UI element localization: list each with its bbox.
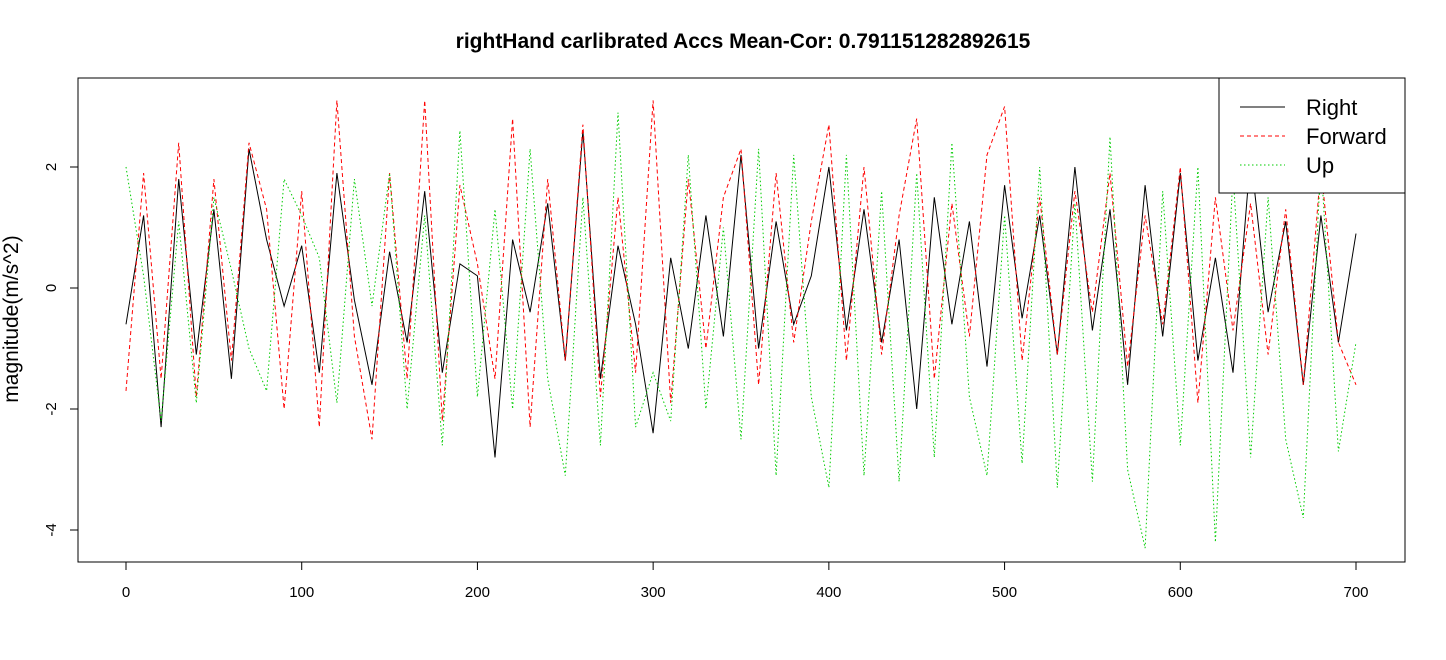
- x-tick-label: 100: [289, 584, 314, 601]
- x-tick-label: 700: [1343, 584, 1368, 601]
- y-tick-label: -4: [43, 523, 60, 536]
- legend-label-forward: Forward: [1306, 124, 1387, 149]
- series-line-forward: [125, 100, 1357, 440]
- y-axis: -4 -2 0 2: [43, 163, 79, 537]
- x-tick-label: 500: [992, 584, 1017, 601]
- series-line-right: [125, 130, 1357, 458]
- x-tick-label: 300: [641, 584, 666, 601]
- x-axis: 0 100 200 300 400 500 600 700: [122, 561, 1369, 601]
- x-tick-label: 200: [465, 584, 490, 601]
- legend-label-up: Up: [1306, 153, 1334, 178]
- legend: Right Forward Up: [1218, 77, 1406, 194]
- y-tick-label: 0: [43, 284, 60, 292]
- x-tick-label: 400: [816, 584, 841, 601]
- x-tick-label: 600: [1168, 584, 1193, 601]
- y-tick-label: -2: [43, 402, 60, 415]
- y-axis-label: magnitude(m/s^2): [0, 235, 23, 402]
- y-tick-label: 2: [43, 163, 60, 171]
- series-layer: [125, 100, 1357, 549]
- x-tick-label: 0: [122, 584, 130, 601]
- chart-title: rightHand carlibrated Accs Mean-Cor: 0.7…: [456, 30, 1031, 53]
- legend-label-right: Right: [1306, 95, 1357, 120]
- series-line-up: [125, 112, 1357, 549]
